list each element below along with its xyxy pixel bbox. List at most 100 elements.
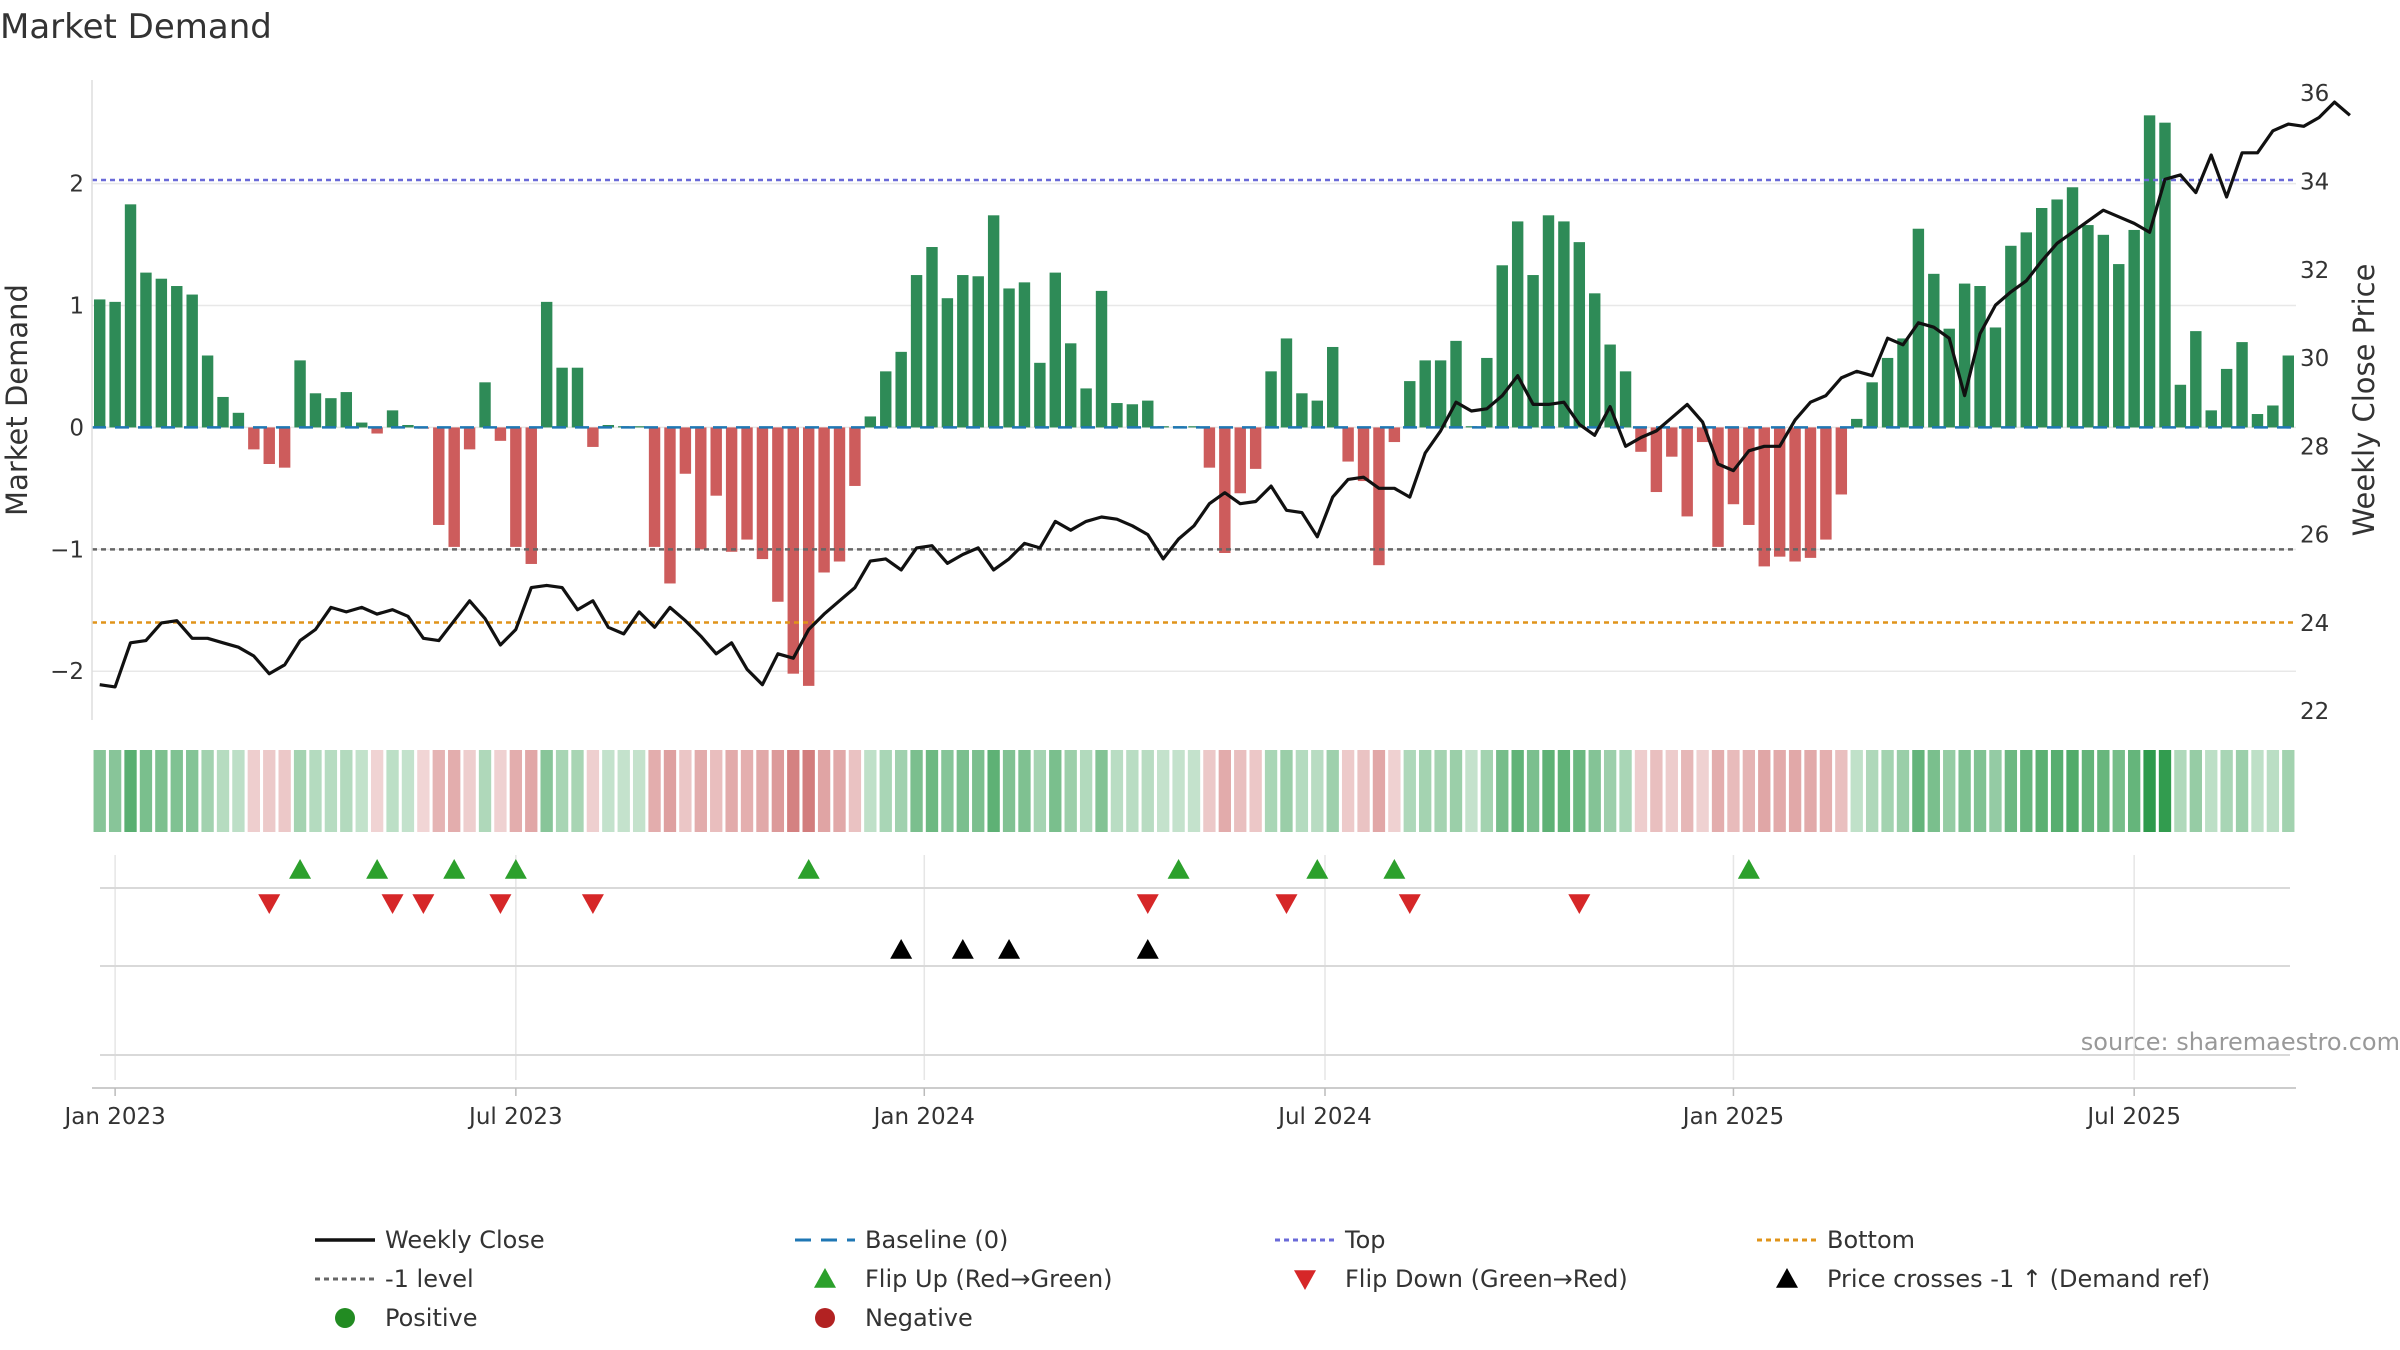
demand-bar [1265,371,1277,428]
strip-cell [1511,750,1524,832]
demand-bar [1666,427,1678,457]
demand-bar [1003,288,1015,428]
flip-down-marker [381,894,404,914]
demand-bar [1311,400,1324,428]
demand-bar [1897,338,1909,428]
demand-bar [1496,265,1508,428]
x-axis: Jan 2023 Jul 2023 Jan 2024 Jul 2024 Jan 2025… [62,1087,2296,1130]
y2-tick-label: 22 [2300,699,2329,725]
y-tick-label: −2 [50,659,84,685]
strip-cell [972,750,985,832]
y2-tick-label: 30 [2300,346,2329,372]
strip-cell [1018,750,1031,832]
demand-bar [2220,368,2233,428]
legend-label: Flip Down (Green→Red) [1345,1265,1628,1293]
strip-cell [2066,750,2079,832]
strip-cell [1002,750,1016,832]
demand-bar [356,422,368,428]
strip-cell [293,750,307,832]
strip-cell [263,750,276,832]
flip-down-marker [258,894,281,914]
reference-lines [92,178,2296,624]
strip-cell [2174,750,2187,832]
strip-cell [278,750,291,832]
axes: 2 1 0 −1 −2 22 24 26 28 30 32 34 36 [50,80,2329,725]
x-tick-label: Jul 2023 [467,1104,563,1130]
strip-cell [1696,750,1709,832]
demand-bar [926,247,938,428]
demand-bar [232,412,245,428]
price-cross-marker [890,939,913,959]
flip-down-marker [1568,894,1591,914]
demand-bar [1912,228,1925,428]
demand-bar [278,427,291,468]
legend-swatch [815,1308,835,1328]
strip-cell [432,750,445,832]
demand-bar [1142,400,1154,428]
x-tick-label: Jul 2024 [1276,1104,1372,1130]
demand-bar [124,204,137,428]
strip-cell [632,750,646,832]
demand-bar [741,427,753,540]
demand-bar [2282,355,2294,428]
demand-bar [1373,427,1385,566]
demand-bar [1465,426,1478,428]
demand-bar [1327,346,1339,428]
strip-cell [1110,750,1124,832]
strip-cell [648,750,661,832]
strip-cell [1603,750,1617,832]
strip-cell [216,750,230,832]
y-tick-label: 2 [69,172,84,198]
y2-tick-label: 32 [2300,258,2329,284]
strip-cell [1311,750,1324,832]
strip-cell [1896,750,1910,832]
demand-bar [1219,427,1231,553]
demand-bar [1018,282,1031,428]
flip-down-marker [1398,894,1421,914]
demand-bar [802,427,815,686]
strip-cell [1295,750,1309,832]
demand-bar [2236,342,2248,428]
strip-cell [1742,750,1756,832]
demand-bar [479,382,491,428]
demand-bar [1450,340,1462,428]
strip-cell [1172,750,1185,832]
y2-tick-label: 34 [2300,170,2329,196]
flip-up-marker [797,859,820,879]
demand-bar [710,427,722,496]
strip-cell [448,750,461,832]
demand-bar [1804,427,1817,558]
legend-item-price-cross: Price crosses -1 ↑ (Demand ref) [1776,1265,2210,1293]
event-marker-rows [100,859,2290,1056]
strip-cell [1249,750,1262,832]
flip-up-marker [1737,859,1760,879]
strip-cell [478,750,492,832]
strip-cell [2266,750,2280,832]
flip-up-marker [1306,859,1329,879]
x-tick-label: Jul 2025 [2085,1104,2181,1130]
strip-cell [864,750,877,832]
demand-bar [217,396,229,428]
demand-bar [1434,360,1447,428]
strip-cell [2081,750,2095,832]
demand-bar [1866,382,1878,428]
strip-cell [509,750,523,832]
flip-up-marker [366,859,389,879]
strip-cell [2143,750,2156,832]
strip-cell [1326,750,1339,832]
demand-bar [1296,393,1308,428]
strip-cell [1526,750,1540,832]
legend-swatch [814,1268,836,1288]
demand-bar [987,215,1000,428]
demand-bar [1404,381,1416,428]
flip-up-marker [504,859,527,879]
demand-bar [1280,338,1293,428]
strip-cell [1758,750,1771,832]
demand-bar [340,392,353,428]
strip-cell [1079,750,1093,832]
legend-label: Top [1344,1226,1386,1254]
strip-cell [201,750,214,832]
strip-cell [1943,750,1956,832]
demand-bar [263,427,275,464]
demand-bar [1064,343,1077,428]
